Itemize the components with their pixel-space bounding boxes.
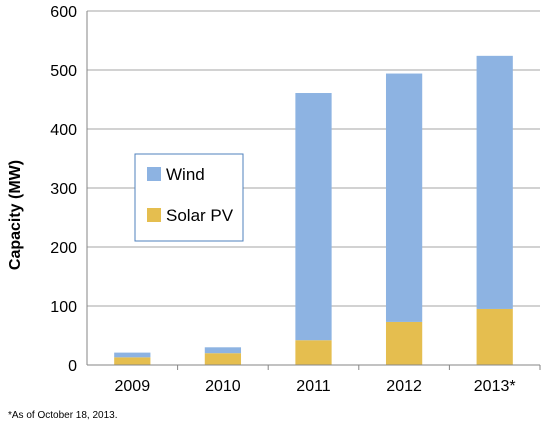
x-tick-label: 2011 (296, 378, 331, 395)
bar-wind-2009 (114, 352, 151, 358)
bar-solar-pv-2011 (295, 340, 332, 365)
bar-solar-pv-2010 (204, 353, 242, 365)
bar-solar-pv-2012 (385, 321, 423, 365)
legend-swatch-solar-pv (147, 208, 161, 222)
bars (114, 55, 541, 370)
y-tick-label: 200 (50, 240, 77, 257)
footnote: *As of October 18, 2013. (8, 410, 118, 421)
y-tick-labels: 0 100 200 300 400 500 600 (50, 4, 77, 375)
y-axis-title: Capacity (MW) (7, 160, 24, 270)
bar-wind-2011 (295, 93, 332, 341)
x-tick-label: 2012 (386, 378, 422, 395)
legend-swatch-wind (147, 167, 161, 181)
x-tick-label: 2009 (115, 378, 151, 395)
legend-label-wind: Wind (166, 165, 205, 184)
bar-solar-pv-2009 (114, 357, 151, 365)
bar-wind-2013 (476, 55, 513, 309)
x-tick-label: 2013* (474, 378, 516, 395)
y-tick-label: 300 (50, 181, 77, 198)
x-tick-label: 2010 (205, 378, 241, 395)
y-tick-label: 600 (50, 4, 77, 21)
legend: Wind Solar PV (134, 153, 244, 242)
y-tick-label: 400 (50, 122, 77, 139)
axes (86, 11, 540, 366)
x-tick-labels: 2009 2010 2011 2012 2013* (115, 378, 516, 395)
legend-label-solar-pv: Solar PV (166, 206, 234, 225)
bar-wind-2012 (385, 73, 423, 322)
y-tick-label: 100 (50, 299, 77, 316)
y-tick-label: 500 (50, 63, 77, 80)
bar-wind-2010 (204, 347, 242, 354)
y-tick-label: 0 (68, 358, 77, 375)
bar-solar-pv-2013 (476, 308, 513, 365)
